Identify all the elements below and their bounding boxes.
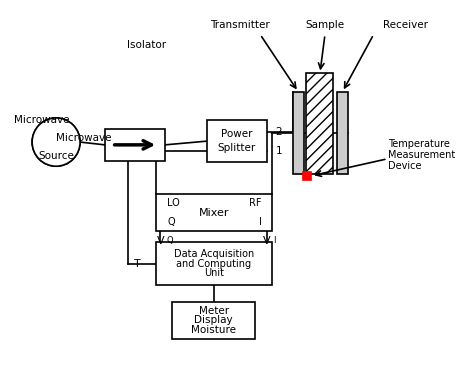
Circle shape [32, 118, 80, 166]
Text: I: I [259, 217, 262, 227]
Text: Receiver: Receiver [383, 20, 428, 30]
Text: Sample: Sample [305, 20, 345, 30]
Text: and Computing: and Computing [176, 259, 251, 269]
Bar [303, 172, 311, 180]
Text: Display: Display [194, 316, 233, 325]
Text: Meter: Meter [199, 306, 229, 316]
Text: Splitter: Splitter [218, 143, 256, 153]
Text: Transmitter: Transmitter [210, 20, 269, 30]
Text: Measurement: Measurement [388, 150, 455, 160]
Text: Microwave: Microwave [56, 133, 111, 143]
Text: Isolator: Isolator [127, 40, 166, 51]
Text: Source: Source [38, 151, 74, 161]
Bar [172, 302, 255, 339]
Text: Q: Q [167, 217, 175, 227]
Bar [337, 92, 348, 174]
Text: Temperature: Temperature [388, 139, 449, 149]
Text: Unit: Unit [204, 268, 224, 278]
Text: 1: 1 [275, 146, 282, 156]
Text: V: V [263, 236, 271, 245]
Bar [292, 92, 304, 174]
Text: T: T [134, 259, 141, 269]
Bar [105, 129, 165, 161]
Bar [156, 194, 272, 231]
Text: Power: Power [221, 129, 253, 139]
Bar [207, 120, 267, 162]
Text: Q: Q [166, 236, 173, 245]
Text: Data Acquisition: Data Acquisition [173, 250, 254, 259]
Circle shape [32, 118, 80, 166]
Text: V: V [156, 236, 164, 245]
Text: Mixer: Mixer [199, 208, 229, 218]
Text: LO: LO [167, 198, 180, 208]
Bar [307, 74, 333, 174]
Text: Moisture: Moisture [191, 325, 236, 335]
Text: RF: RF [249, 198, 262, 208]
Text: Microwave: Microwave [14, 115, 70, 125]
Text: I: I [273, 236, 275, 245]
Text: 2: 2 [275, 127, 282, 137]
Text: Device: Device [388, 161, 421, 171]
Bar [156, 242, 272, 285]
